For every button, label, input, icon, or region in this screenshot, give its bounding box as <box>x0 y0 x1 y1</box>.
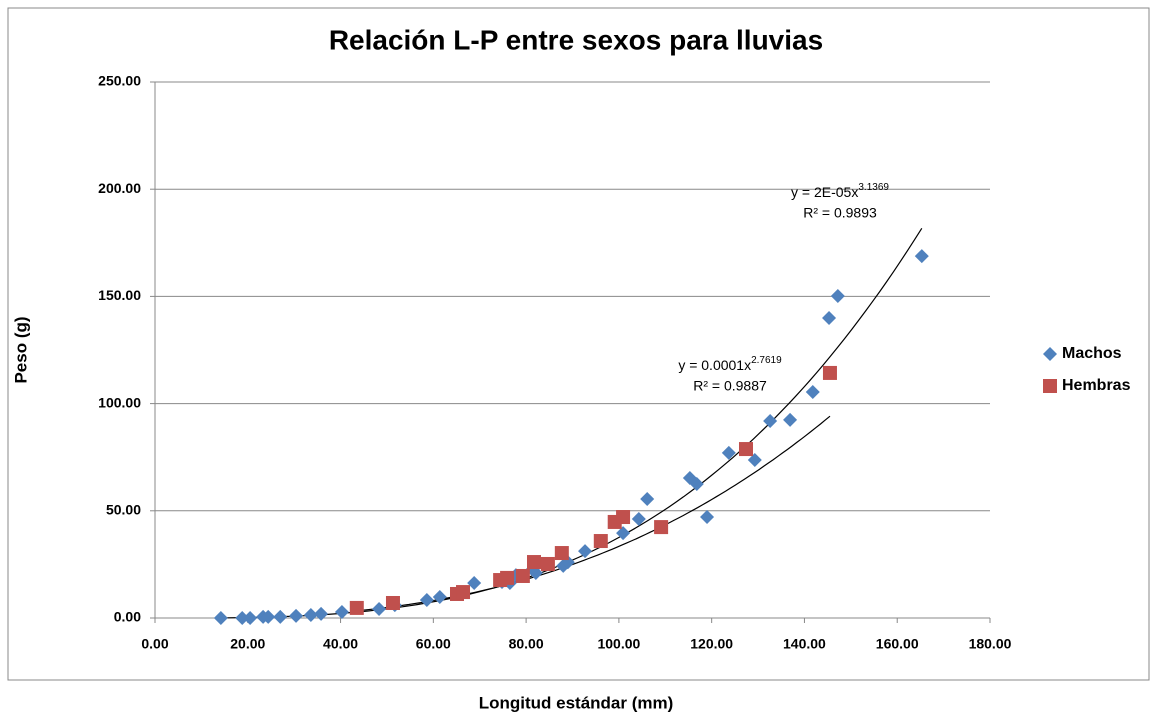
trendline-r-squared: R² = 0.9887 <box>693 378 767 394</box>
x-tick-label: 120.00 <box>690 636 733 652</box>
trendline-equation: y = 2E-05x3.1369 <box>791 182 889 200</box>
point <box>578 544 593 559</box>
point <box>261 609 276 624</box>
x-tick-label: 160.00 <box>876 636 919 652</box>
point <box>654 520 669 535</box>
point <box>515 568 530 583</box>
chart-title: Relación L-P entre sexos para lluvias <box>329 24 823 55</box>
point <box>349 600 364 615</box>
legend-marker <box>1043 379 1057 393</box>
point <box>747 452 762 467</box>
point <box>914 249 929 264</box>
x-tick-label: 20.00 <box>230 636 265 652</box>
point <box>235 611 250 625</box>
trendline-equation: y = 0.0001x2.7619 <box>678 355 782 373</box>
point <box>721 445 736 460</box>
point <box>540 556 555 571</box>
y-tick-label: 50.00 <box>106 502 141 518</box>
point <box>616 526 631 541</box>
equation-exponent: 3.1369 <box>858 182 889 193</box>
point <box>593 534 608 549</box>
x-tick-label: 0.00 <box>141 636 168 652</box>
point <box>372 601 387 616</box>
point <box>822 365 837 380</box>
point <box>631 511 646 526</box>
x-tick-label: 140.00 <box>783 636 826 652</box>
point <box>303 607 318 622</box>
x-tick-label: 60.00 <box>416 636 451 652</box>
point <box>822 311 837 326</box>
point <box>467 576 482 591</box>
trendline <box>356 415 831 612</box>
point <box>554 546 569 561</box>
point <box>432 589 447 604</box>
chart-frame <box>7 7 1150 681</box>
point <box>314 606 329 621</box>
point <box>289 608 304 623</box>
y-tick-label: 150.00 <box>98 287 141 303</box>
point <box>763 413 778 428</box>
equation-text: y = 2E-05x <box>791 184 858 200</box>
point <box>830 288 845 303</box>
point <box>273 609 288 624</box>
point <box>334 604 349 619</box>
point <box>456 585 471 600</box>
x-axis-title: Longitud estándar (mm) <box>479 693 674 712</box>
x-tick-label: 100.00 <box>597 636 640 652</box>
point <box>689 477 704 491</box>
equation-text: y = 0.0001x <box>678 357 751 373</box>
point <box>805 385 820 400</box>
legend-label: Machos <box>1062 345 1122 362</box>
point <box>243 611 258 625</box>
trendline-r-squared: R² = 0.9893 <box>803 205 877 221</box>
y-axis-title: Peso (g) <box>11 316 30 383</box>
point <box>738 442 753 457</box>
point <box>526 555 541 570</box>
point <box>419 592 434 607</box>
equation-exponent: 2.7619 <box>751 355 782 366</box>
point <box>700 510 715 525</box>
x-tick-label: 40.00 <box>323 636 358 652</box>
y-tick-label: 100.00 <box>98 394 141 410</box>
y-tick-label: 250.00 <box>98 73 141 89</box>
point <box>213 611 228 625</box>
point <box>385 595 400 610</box>
point <box>500 570 515 585</box>
point <box>616 510 631 525</box>
x-tick-label: 80.00 <box>509 636 544 652</box>
x-tick-label: 180.00 <box>969 636 1012 652</box>
legend-label: Hembras <box>1062 377 1131 394</box>
y-tick-label: 200.00 <box>98 180 141 196</box>
point <box>783 412 798 427</box>
y-tick-label: 0.00 <box>114 609 141 625</box>
legend-marker <box>1043 347 1057 361</box>
point <box>640 492 655 507</box>
